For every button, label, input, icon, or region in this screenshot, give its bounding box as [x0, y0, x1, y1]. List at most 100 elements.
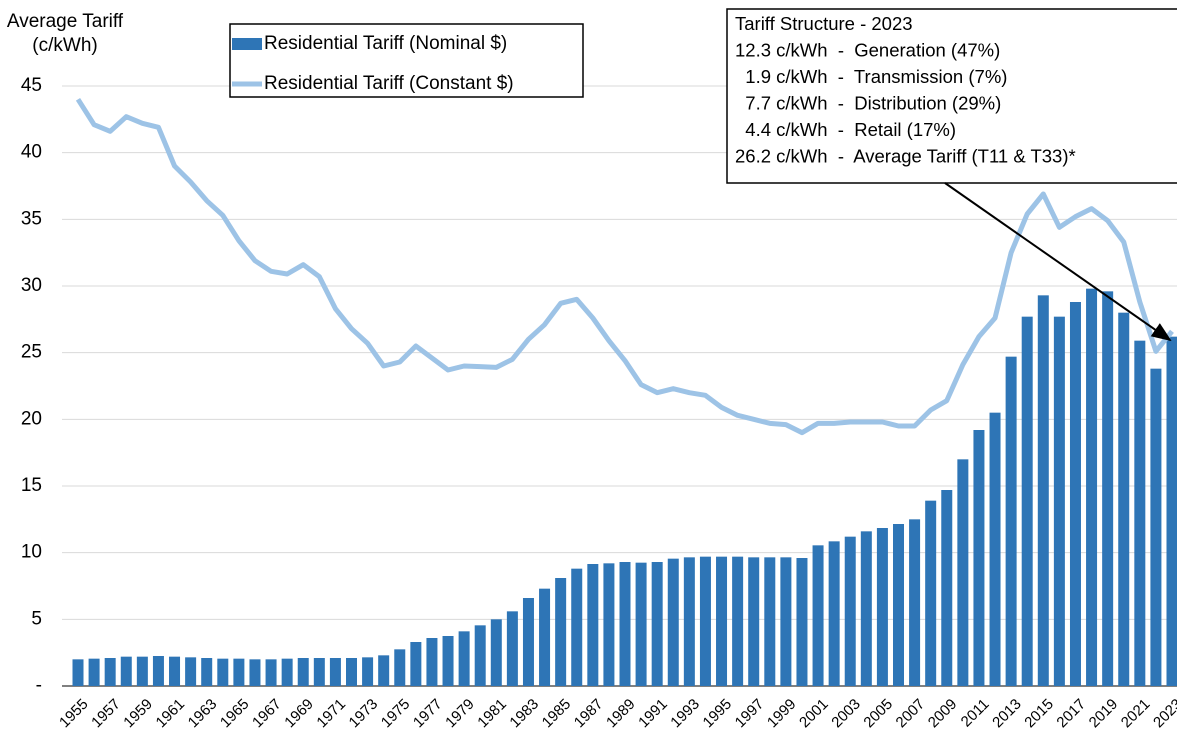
- x-tick-label: 1979: [442, 696, 478, 732]
- bar: [152, 656, 164, 686]
- bar: [1053, 316, 1065, 686]
- bar: [474, 625, 486, 686]
- bar: [1005, 356, 1017, 686]
- bar: [764, 557, 776, 686]
- bar: [1086, 288, 1098, 686]
- x-tick-label: 2001: [796, 696, 832, 732]
- bar: [555, 578, 567, 686]
- x-tick-label: 1957: [88, 696, 124, 732]
- bar: [169, 656, 181, 686]
- bar: [120, 656, 132, 686]
- y-tick-label: -: [36, 675, 42, 696]
- line: [75, 97, 1174, 436]
- bar: [748, 557, 760, 686]
- x-tick-label: 1983: [506, 696, 542, 732]
- x-tick-label: 1997: [732, 696, 768, 732]
- bar: [1102, 291, 1114, 686]
- x-tick-label: 1993: [667, 696, 703, 732]
- bar: [265, 659, 277, 686]
- bar: [828, 541, 840, 686]
- bar: [104, 658, 116, 686]
- x-tick-label: 1989: [603, 696, 639, 732]
- bar: [699, 556, 711, 686]
- bar: [1069, 302, 1081, 686]
- x-tick-label: 2015: [1021, 696, 1057, 732]
- bar: [458, 631, 470, 686]
- x-tick-label: 1999: [764, 696, 800, 732]
- y-tick-label: 25: [21, 342, 42, 363]
- bar: [732, 556, 744, 686]
- legend-swatch: [232, 38, 262, 50]
- bar: [1037, 295, 1049, 686]
- x-tick-label: 1977: [410, 696, 446, 732]
- bar: [716, 556, 728, 686]
- bar: [651, 562, 663, 686]
- bar: [973, 430, 985, 686]
- bar: [571, 568, 583, 686]
- bar: [876, 528, 888, 686]
- legend: [229, 23, 584, 98]
- bar: [860, 531, 872, 686]
- x-tick-label: 1961: [153, 696, 189, 732]
- bar: [619, 562, 631, 686]
- bar: [442, 636, 454, 686]
- bar: [603, 563, 615, 686]
- bar: [893, 524, 904, 686]
- bar: [394, 649, 406, 686]
- x-tick-label: 1981: [474, 696, 510, 732]
- bar: [136, 656, 148, 686]
- bar: [426, 638, 438, 686]
- bar: [329, 658, 341, 686]
- x-tick-label: 2019: [1086, 696, 1122, 732]
- bar: [796, 558, 808, 686]
- bar: [683, 557, 695, 686]
- bar: [989, 412, 1001, 686]
- x-tick-label: 1959: [120, 696, 156, 732]
- legend-label: Residential Tariff (Nominal $): [264, 33, 507, 54]
- y-tick-label: 40: [21, 142, 42, 163]
- bar: [346, 658, 357, 686]
- x-tick-label: 2005: [860, 696, 896, 732]
- x-tick-label: 2009: [925, 696, 961, 732]
- bar: [297, 658, 309, 686]
- bar: [1150, 368, 1162, 686]
- y-tick-label: 35: [21, 208, 42, 229]
- bar: [88, 658, 100, 686]
- bar: [909, 519, 921, 686]
- bar: [957, 459, 969, 686]
- bar: [362, 657, 374, 686]
- x-tick-label: 1991: [635, 696, 671, 732]
- annotation-text: 4.4 c/kWh - Retail (17%): [735, 119, 956, 140]
- bar: [490, 619, 502, 686]
- bar: [185, 657, 197, 686]
- bar: [1134, 340, 1146, 686]
- x-tick-label: 1987: [571, 696, 607, 732]
- y-tick-label: 30: [21, 275, 42, 296]
- x-tick-label: 2021: [1118, 696, 1154, 732]
- bar: [249, 659, 261, 686]
- x-tick-label: 1955: [56, 696, 92, 732]
- y-tick-label: 45: [21, 75, 42, 96]
- annotation-text: 12.3 c/kWh - Generation (47%): [735, 39, 1000, 60]
- x-tick-label: 1995: [700, 696, 736, 732]
- bar: [201, 658, 213, 686]
- bar: [844, 536, 856, 686]
- x-tick-label: 1973: [346, 696, 382, 732]
- x-tick-label: 2007: [893, 696, 929, 732]
- bar: [522, 598, 534, 686]
- x-tick-label: 2023: [1150, 696, 1177, 732]
- annotation-text: 1.9 c/kWh - Transmission (7%): [735, 66, 1007, 87]
- bar: [812, 545, 824, 686]
- bar: [925, 500, 937, 686]
- annotation-text: Tariff Structure - 2023: [735, 13, 913, 34]
- x-tick-label: 1985: [539, 696, 575, 732]
- annotation-arrow: [944, 182, 1172, 342]
- x-tick-label: 2003: [828, 696, 864, 732]
- y-tick-label: 15: [21, 475, 42, 496]
- x-tick-label: 1969: [281, 696, 317, 732]
- annotation-text: 7.7 c/kWh - Distribution (29%): [735, 92, 1001, 113]
- x-tick-label: 1967: [249, 696, 285, 732]
- annotation-text: 26.2 c/kWh - Average Tariff (T11 & T33)*: [735, 145, 1076, 166]
- bar: [1118, 312, 1130, 686]
